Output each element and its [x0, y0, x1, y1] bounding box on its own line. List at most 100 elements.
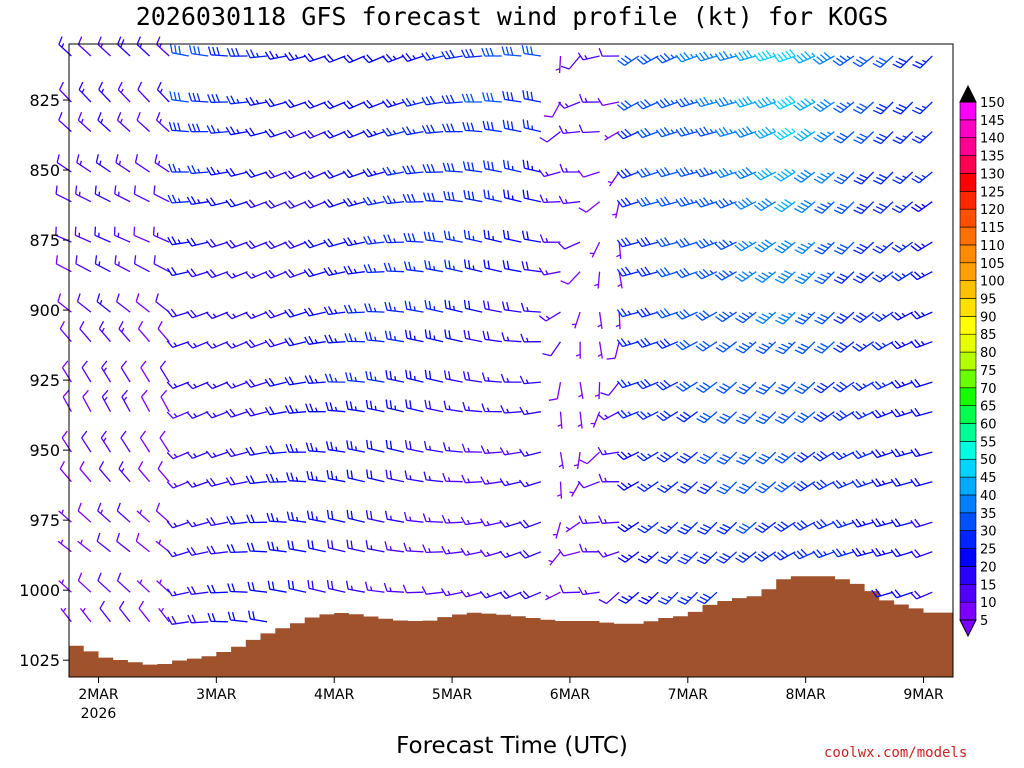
wind-barb — [637, 521, 659, 534]
wind-barb — [538, 169, 561, 178]
wind-barb — [166, 381, 190, 390]
wind-barb — [206, 545, 228, 555]
wind-barb — [479, 590, 503, 599]
wind-barb — [186, 309, 209, 319]
wind-barb — [773, 95, 796, 110]
wind-barb — [558, 548, 581, 557]
wind-barb — [560, 271, 581, 285]
wind-barb — [872, 101, 894, 115]
wind-barb — [813, 411, 835, 423]
wind-barb — [560, 55, 581, 70]
wind-barb — [774, 451, 796, 464]
y-tick-label: 975 — [29, 511, 60, 530]
wind-barb — [500, 373, 522, 383]
colorbar-tick-label: 5 — [980, 614, 988, 629]
wind-barb — [153, 185, 170, 203]
wind-barb — [345, 580, 365, 593]
wind-barb — [186, 268, 209, 278]
wind-barb — [77, 539, 92, 553]
wind-barb — [578, 515, 600, 525]
wind-barb — [555, 55, 562, 74]
wind-barb — [343, 265, 365, 275]
wind-barb — [912, 101, 933, 115]
wind-barb — [814, 311, 835, 325]
wind-barb — [324, 334, 346, 344]
chart-title: 2026030118 GFS forecast wind profile (kt… — [135, 2, 889, 31]
wind-barb — [264, 309, 287, 319]
wind-barb — [287, 540, 307, 553]
wind-barb — [307, 539, 326, 553]
wind-barb — [597, 312, 603, 329]
wind-barb — [911, 201, 933, 213]
wind-barb — [264, 269, 287, 279]
wind-barb — [656, 481, 679, 494]
wind-barb — [205, 341, 229, 349]
wind-barb — [206, 584, 228, 594]
wind-barb — [557, 411, 563, 429]
wind-barb — [118, 600, 131, 623]
wind-barb — [833, 341, 855, 353]
wind-barb — [479, 518, 502, 527]
wind-barb — [716, 521, 738, 535]
wind-barb — [247, 581, 268, 593]
wind-barb — [812, 518, 835, 530]
wind-barb — [853, 201, 875, 215]
wind-barb — [482, 300, 502, 313]
wind-barb — [793, 480, 816, 492]
wind-barb — [753, 126, 776, 139]
wind-barb — [403, 542, 424, 553]
wind-barb — [100, 430, 112, 453]
wind-barb — [616, 128, 640, 140]
wind-barb — [345, 400, 365, 413]
wind-barb — [734, 96, 757, 108]
wind-barb — [655, 127, 679, 138]
wind-barb — [558, 451, 565, 470]
x-axis-label: Forecast Time (UTC) — [396, 733, 628, 759]
wind-barb — [79, 607, 92, 623]
colorbar-swatch — [959, 476, 977, 496]
wind-barb — [81, 430, 92, 453]
wind-barb — [891, 271, 914, 282]
wind-barb — [636, 307, 659, 318]
wind-barb — [286, 472, 307, 483]
wind-barb — [245, 127, 268, 137]
credit-link[interactable]: coolwx.com/models — [824, 745, 968, 761]
wind-barb — [833, 241, 855, 255]
wind-barb — [441, 49, 463, 60]
wind-barb — [569, 481, 581, 497]
colorbar-tick-label: 65 — [980, 400, 997, 415]
wind-barb — [75, 255, 92, 273]
wind-barb — [323, 198, 346, 208]
wind-barb — [794, 381, 816, 395]
wind-barb — [636, 196, 659, 207]
wind-barb — [616, 197, 640, 208]
colorbar-tick-label: 55 — [980, 435, 997, 450]
wind-barb — [205, 411, 229, 419]
wind-barb — [500, 405, 522, 414]
wind-barb — [365, 399, 385, 413]
wind-barb — [159, 360, 170, 383]
wind-barb — [166, 588, 189, 597]
wind-barb — [522, 159, 542, 173]
wind-barb — [578, 124, 600, 134]
wind-barb — [135, 532, 151, 553]
wind-barb — [483, 259, 502, 273]
wind-barb — [501, 46, 522, 57]
colorbar-tick-label: 140 — [980, 132, 1005, 147]
wind-barb — [616, 168, 640, 179]
wind-barb — [116, 532, 131, 553]
wind-barb — [342, 54, 366, 64]
wind-barb — [405, 369, 424, 383]
wind-barb — [117, 81, 131, 103]
wind-barb — [597, 97, 620, 107]
wind-barb — [61, 360, 72, 383]
wind-barb — [303, 129, 326, 139]
wind-barb — [656, 410, 679, 422]
wind-barb — [597, 411, 620, 421]
x-tick-label: 5MAR — [432, 687, 473, 703]
wind-barb — [155, 502, 170, 523]
wind-barb — [714, 239, 737, 251]
colorbar-swatch — [959, 137, 977, 156]
wind-barb — [499, 550, 522, 559]
wind-barb — [225, 448, 248, 458]
